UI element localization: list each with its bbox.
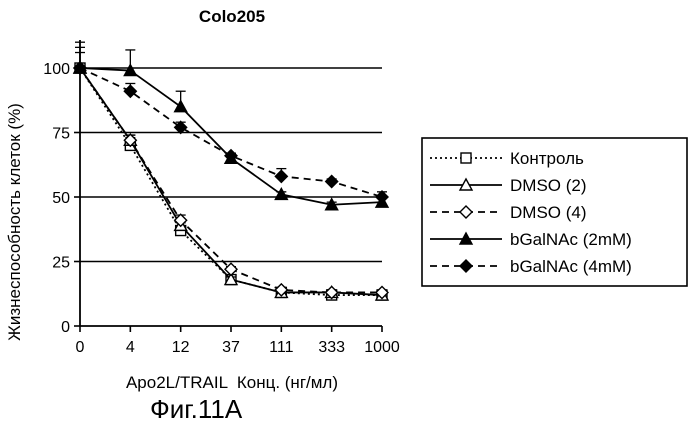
legend-label: Контроль — [510, 149, 584, 168]
data-point — [224, 148, 238, 163]
data-point — [73, 61, 87, 75]
data-point — [123, 84, 138, 99]
y-tick-label: 0 — [61, 319, 70, 336]
data-point — [274, 186, 289, 201]
grid-lines — [80, 67, 382, 263]
data-point — [123, 133, 138, 148]
chart-title: Colo205 — [199, 7, 265, 26]
legend-marker — [460, 152, 472, 164]
data-point — [324, 197, 339, 211]
x-tick-label: 1000 — [364, 339, 400, 356]
data-point — [173, 213, 188, 228]
y-tick-label: 50 — [52, 190, 70, 207]
data-point — [324, 285, 339, 300]
data-point — [324, 174, 339, 189]
x-tick-label: 0 — [76, 339, 85, 356]
legend-label: DMSO (4) — [510, 203, 587, 222]
data-point — [223, 272, 239, 286]
legend: Контроль DMSO (2) DMSO (4) bGalNAc (2mM) bGa… — [421, 137, 688, 287]
x-tick-label: 12 — [172, 339, 190, 356]
x-tick-label: 333 — [318, 339, 345, 356]
data-point — [173, 99, 188, 113]
data-point — [173, 120, 188, 135]
y-tick-label: 100 — [43, 61, 70, 78]
x-tick-label: 4 — [126, 339, 135, 356]
legend-marker — [459, 259, 473, 273]
series-4 — [72, 49, 390, 211]
legend-marker — [458, 231, 474, 245]
data-point — [274, 169, 289, 184]
data-point — [375, 190, 389, 204]
figure-caption: Фиг.11A — [150, 394, 243, 424]
x-axis-label: Apo2L/TRAIL Конц. (нг/мл) — [126, 373, 338, 392]
legend-label: bGalNAc (4mM) — [510, 257, 632, 276]
y-tick-label: 75 — [52, 126, 70, 143]
data-point — [224, 262, 238, 277]
data-point — [274, 282, 289, 297]
x-tick-label: 111 — [269, 339, 293, 356]
y-tick-label: 25 — [52, 255, 70, 272]
x-tick-label: 37 — [222, 339, 240, 356]
series-layer — [72, 41, 390, 301]
data-point — [375, 285, 389, 300]
series-5 — [73, 61, 389, 204]
legend-marker — [459, 205, 473, 219]
legend-label: bGalNAc (2mM) — [510, 230, 632, 249]
y-axis-label: Жизнеспособность клеток (%) — [5, 103, 24, 341]
legend-marker — [458, 177, 474, 191]
data-point — [123, 63, 138, 77]
legend-label: DMSO (2) — [510, 176, 587, 195]
